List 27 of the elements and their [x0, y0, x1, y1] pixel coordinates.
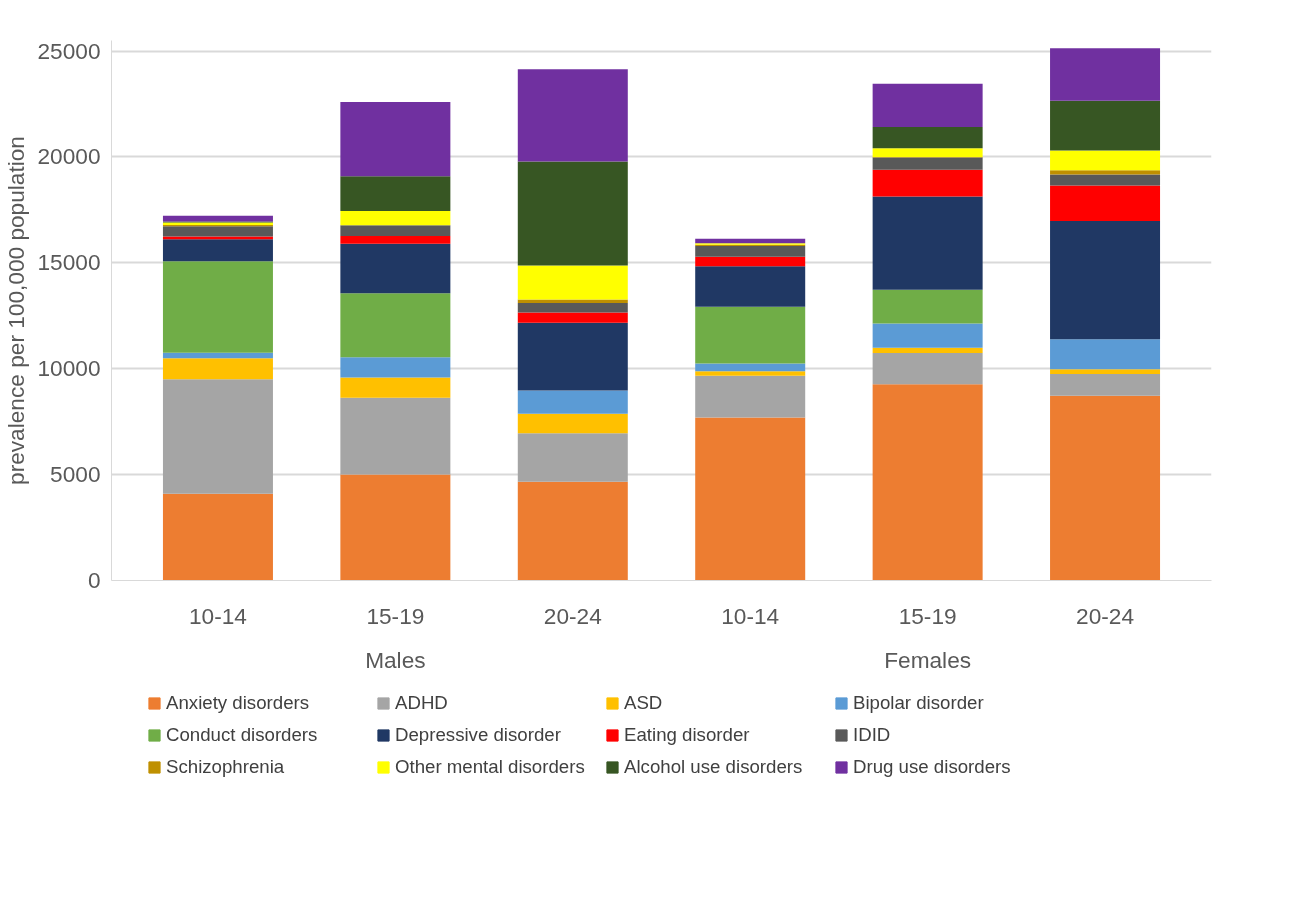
y-tick-label: 5000	[50, 461, 101, 488]
x-tick-label: 20-24	[1076, 602, 1135, 629]
y-tick-label: 0	[87, 567, 101, 593]
x-tick-label: 20-24	[543, 602, 602, 629]
legend-label: Eating disorder	[623, 724, 751, 746]
text: Females	[884, 646, 972, 673]
y-tick-label: 15000	[37, 249, 101, 276]
legend-label: Anxiety disorders	[165, 692, 311, 714]
legend-label: ADHD	[394, 692, 449, 714]
legend-label: ASD	[623, 692, 664, 714]
x-tick-label: 15-19	[898, 602, 957, 629]
legend-label: Depressive disorder	[394, 724, 562, 746]
x-tick-label: 15-19	[366, 602, 425, 629]
y-tick-label: 10000	[37, 355, 101, 382]
x-tick-label: 10-14	[721, 602, 780, 629]
legend-label: Drug use disorders	[852, 756, 1012, 778]
legend-label: Bipolar disorder	[852, 692, 985, 714]
y-axis-title: prevalence per 100,000 population	[3, 136, 30, 485]
legend-label: Other mental disorders	[394, 756, 586, 778]
legend-label: Alcohol use disorders	[623, 756, 804, 778]
x-tick-label: 10-14	[188, 602, 247, 629]
text: Males	[365, 646, 426, 673]
legend-label: IDID	[852, 724, 892, 746]
legend-label: Conduct disorders	[165, 724, 319, 746]
legend-label: Schizophrenia	[165, 756, 286, 778]
y-tick-label: 25000	[37, 37, 101, 64]
y-tick-label: 20000	[37, 143, 101, 170]
